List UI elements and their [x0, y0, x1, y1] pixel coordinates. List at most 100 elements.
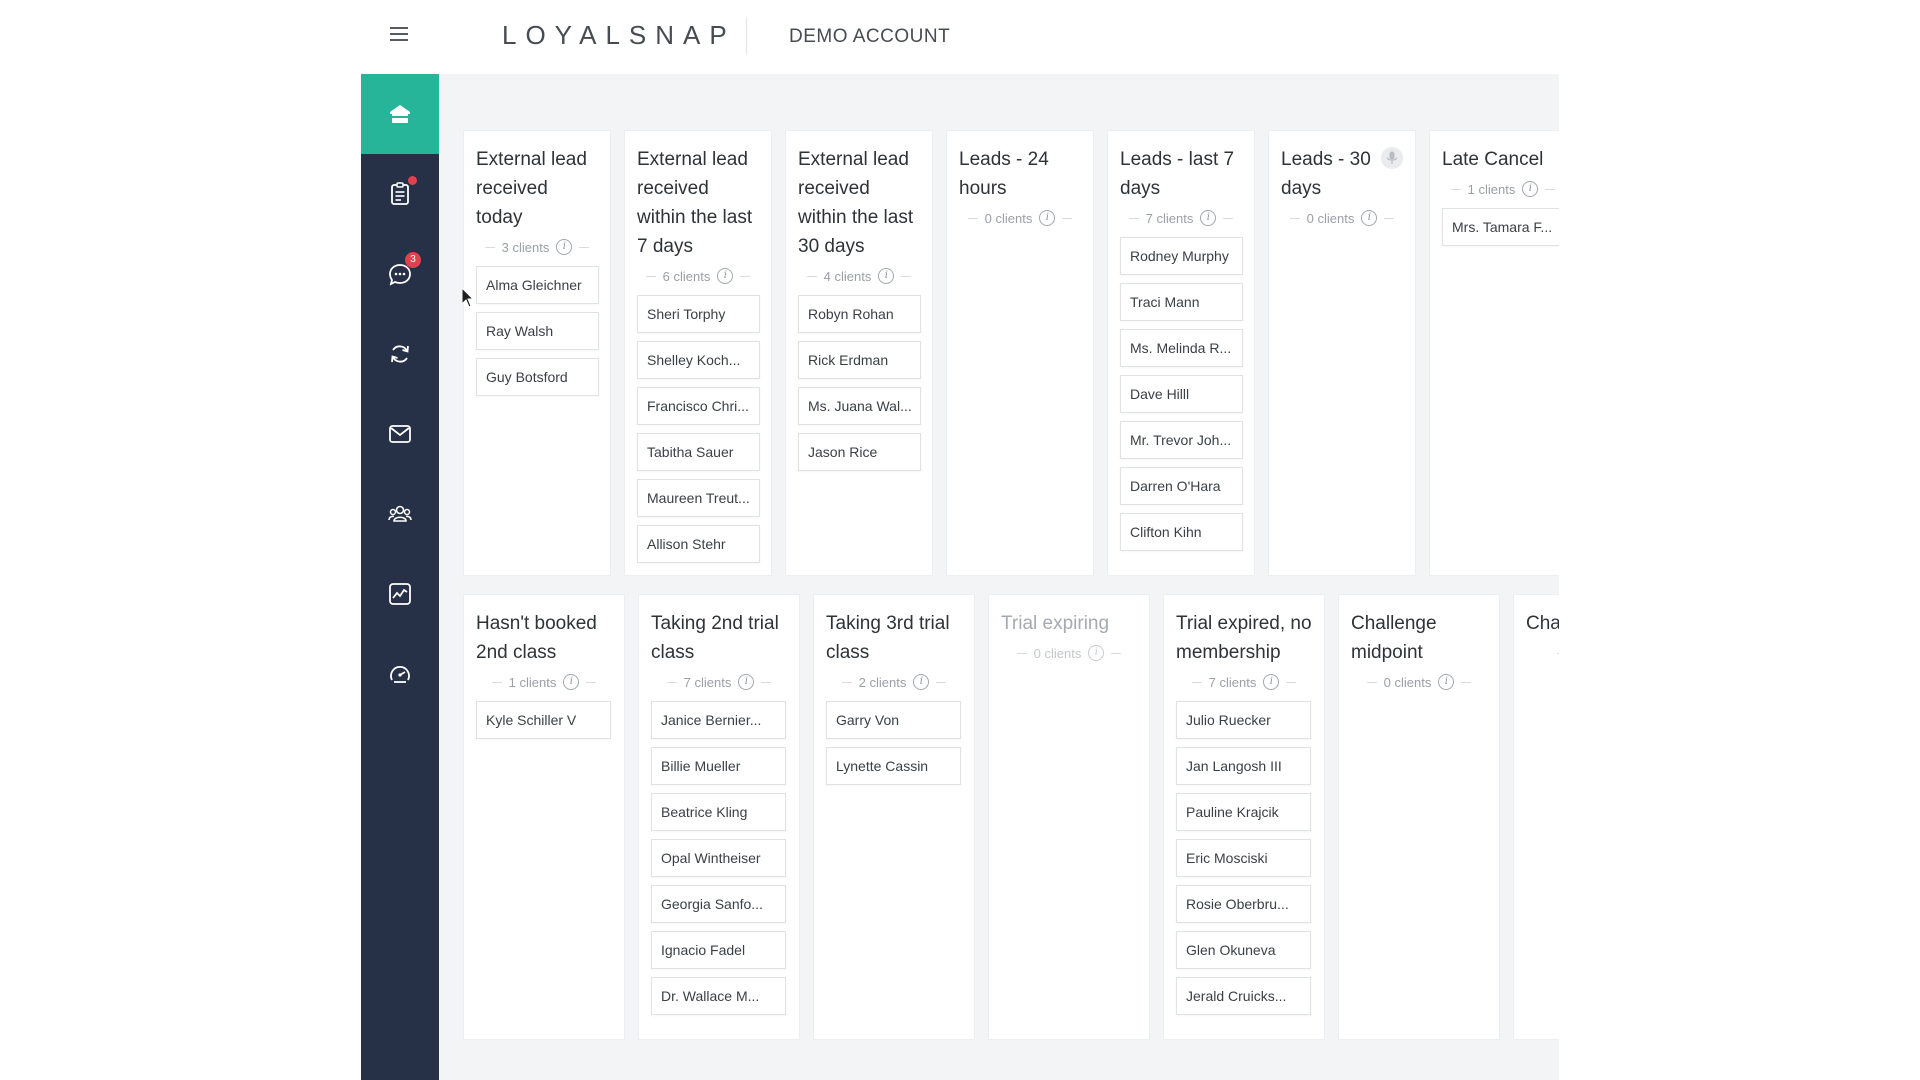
sidebar-item-analytics[interactable]: [361, 554, 439, 634]
column-title: Hasn't booked 2nd class: [476, 613, 597, 663]
client-count-row: 2 clients i: [814, 671, 974, 693]
client-card[interactable]: Clifton Kihn: [1120, 513, 1243, 551]
sidebar-item-tasks[interactable]: [361, 154, 439, 234]
mouse-cursor-icon: [461, 287, 475, 308]
client-card[interactable]: Francisco Chri...: [637, 387, 760, 425]
hamburger-icon[interactable]: [390, 27, 408, 41]
client-count: 4 clients: [823, 268, 872, 284]
info-icon[interactable]: i: [1200, 210, 1217, 226]
client-card[interactable]: Garry Von: [826, 701, 961, 739]
divider: [746, 18, 747, 54]
info-icon[interactable]: i: [1522, 181, 1539, 197]
client-card[interactable]: Jerald Cruicks...: [1176, 977, 1311, 1015]
client-card[interactable]: Beatrice Kling: [651, 793, 786, 831]
info-icon[interactable]: i: [717, 268, 734, 284]
column-title: Taking 3rd trial class: [826, 613, 950, 663]
column-challenge-midpoint: Challenge midpoint 0 clients i: [1338, 594, 1500, 1040]
client-count-row: 1 clients i: [464, 671, 624, 693]
info-icon[interactable]: i: [563, 674, 580, 690]
column-leads-last-7-days: Leads - last 7 days 7 clients i Rodney Murp…: [1107, 130, 1255, 576]
card-list: Sheri Torphy Shelley Koch... Francisco Chr…: [625, 287, 771, 563]
client-card[interactable]: Mrs. Tamara F...: [1442, 208, 1559, 246]
client-card[interactable]: Darren O'Hara: [1120, 467, 1243, 505]
client-count-row: 6 clients i: [625, 265, 771, 287]
app-logo[interactable]: LOYALSNAP: [502, 20, 736, 50]
client-card[interactable]: Glen Okuneva: [1176, 931, 1311, 969]
column-title: Taking 2nd trial class: [651, 613, 779, 663]
sidebar-item-home[interactable]: [361, 74, 439, 154]
client-card[interactable]: Rick Erdman: [798, 341, 921, 379]
client-count-row: 7 clients i: [639, 671, 799, 693]
sidebar-item-speedometer[interactable]: [361, 634, 439, 714]
client-card[interactable]: Georgia Sanfo...: [651, 885, 786, 923]
client-card[interactable]: Rosie Oberbru...: [1176, 885, 1311, 923]
client-count: 0 clients: [1033, 645, 1082, 661]
client-card[interactable]: Eric Mosciski: [1176, 839, 1311, 877]
client-count-row: 4 clients i: [786, 265, 932, 287]
client-card[interactable]: Sheri Torphy: [637, 295, 760, 333]
info-icon[interactable]: i: [738, 674, 755, 690]
client-count: 7 clients: [1145, 210, 1194, 226]
client-card[interactable]: Billie Mueller: [651, 747, 786, 785]
client-count: 0 clients: [984, 210, 1033, 226]
client-card[interactable]: Pauline Krajcik: [1176, 793, 1311, 831]
client-card[interactable]: Jan Langosh III: [1176, 747, 1311, 785]
clients-icon: [388, 505, 412, 522]
info-icon[interactable]: i: [913, 674, 930, 690]
info-icon[interactable]: i: [1263, 674, 1280, 690]
client-card[interactable]: Julio Ruecker: [1176, 701, 1311, 739]
client-card[interactable]: Rodney Murphy: [1120, 237, 1243, 275]
client-card[interactable]: Dave Hilll: [1120, 375, 1243, 413]
client-count-row: 0 clients i: [947, 207, 1093, 229]
client-card[interactable]: Ray Walsh: [476, 312, 599, 350]
sidebar-item-mail[interactable]: [361, 394, 439, 474]
account-name[interactable]: DEMO ACCOUNT: [789, 26, 951, 47]
client-card[interactable]: Alma Gleichner: [476, 266, 599, 304]
card-list: Garry Von Lynette Cassin: [814, 693, 974, 785]
client-count: 6 clients: [662, 268, 711, 284]
card-list: Alma Gleichner Ray Walsh Guy Botsford: [464, 258, 610, 396]
client-card[interactable]: Kyle Schiller V: [476, 701, 611, 739]
info-icon[interactable]: i: [556, 239, 573, 255]
column-title: External lead received today: [476, 149, 587, 228]
card-list: Julio Ruecker Jan Langosh III Pauline Kraj…: [1164, 693, 1324, 1015]
client-card[interactable]: Shelley Koch...: [637, 341, 760, 379]
client-card[interactable]: Lynette Cassin: [826, 747, 961, 785]
client-card[interactable]: Ms. Melinda R...: [1120, 329, 1243, 367]
sidebar-item-refresh[interactable]: [361, 314, 439, 394]
sidebar-item-clients[interactable]: [361, 474, 439, 554]
client-card[interactable]: Dr. Wallace M...: [651, 977, 786, 1015]
client-count: 1 clients: [1467, 181, 1516, 197]
microphone-icon[interactable]: [1381, 147, 1403, 169]
info-icon[interactable]: i: [1361, 210, 1378, 226]
client-card[interactable]: Mr. Trevor Joh...: [1120, 421, 1243, 459]
client-card[interactable]: Jason Rice: [798, 433, 921, 471]
client-card[interactable]: Opal Wintheiser: [651, 839, 786, 877]
client-card[interactable]: Traci Mann: [1120, 283, 1243, 321]
info-icon[interactable]: i: [878, 268, 895, 284]
client-card[interactable]: Robyn Rohan: [798, 295, 921, 333]
column-title: Challenge midpoint: [1351, 613, 1437, 663]
client-count-row: 1 clients i: [1430, 178, 1559, 200]
card-list: Robyn Rohan Rick Erdman Ms. Juana Wal... Ja…: [786, 287, 932, 471]
client-card[interactable]: Tabitha Sauer: [637, 433, 760, 471]
column-title: Leads - last 7 days: [1120, 149, 1235, 199]
info-icon[interactable]: i: [1088, 645, 1105, 661]
client-card[interactable]: Janice Bernier...: [651, 701, 786, 739]
client-count: 7 clients: [1208, 674, 1257, 690]
client-count: 0 clients: [1306, 210, 1355, 226]
tasks-icon: [391, 182, 409, 205]
sidebar-item-chat[interactable]: 3: [361, 234, 439, 314]
column-title: Leads - 30 days: [1281, 149, 1371, 199]
info-icon[interactable]: i: [1039, 210, 1056, 226]
client-card[interactable]: Allison Stehr: [637, 525, 760, 563]
column-title: Leads - 24 hours: [959, 149, 1049, 199]
column-title: Trial expired, no membership: [1176, 613, 1312, 663]
client-card[interactable]: Ms. Juana Wal...: [798, 387, 921, 425]
client-count-row: 0 clients i: [1339, 671, 1499, 693]
client-card[interactable]: Maureen Treut...: [637, 479, 760, 517]
column-taking-3rd-trial-class: Taking 3rd trial class 2 clients i Garry Vo…: [813, 594, 975, 1040]
client-card[interactable]: Ignacio Fadel: [651, 931, 786, 969]
client-card[interactable]: Guy Botsford: [476, 358, 599, 396]
info-icon[interactable]: i: [1438, 674, 1455, 690]
